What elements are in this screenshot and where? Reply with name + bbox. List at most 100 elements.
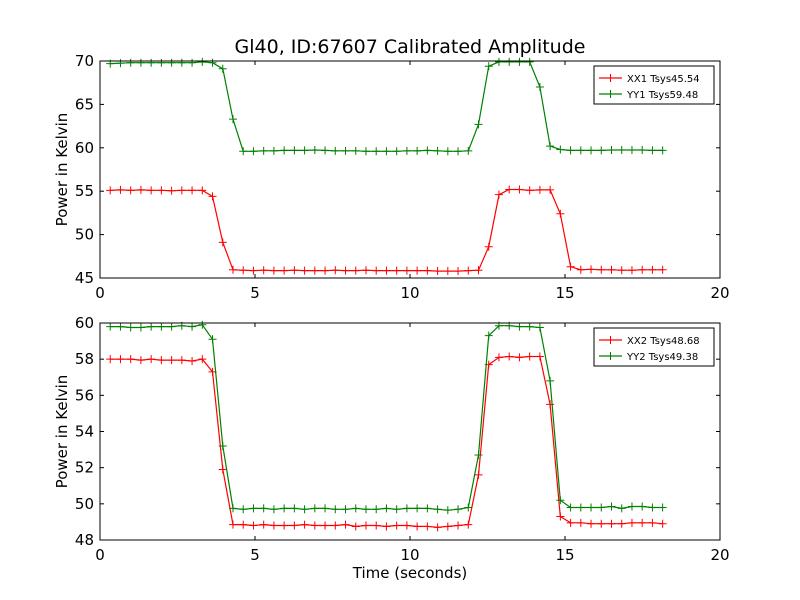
data-point [627,145,636,154]
data-point [505,57,514,66]
data-point [474,451,483,460]
data-point [638,518,647,527]
data-point [136,58,145,67]
x-tick-label: 5 [250,546,260,564]
x-tick-label: 5 [250,284,260,302]
data-point [515,322,524,331]
data-point [638,145,647,154]
data-point [392,521,401,530]
data-point [617,145,626,154]
data-point [413,266,422,275]
data-point [188,58,197,67]
legend: XX1 Tsys45.54 YY1 Tsys59.48 [593,65,715,105]
data-point [341,146,350,155]
data-point [556,496,565,505]
data-point [116,355,125,364]
legend-marker [606,336,615,344]
x-tick-label: 20 [710,546,729,564]
data-point [310,145,319,154]
data-point [474,266,483,275]
data-point [627,502,636,511]
data-point [147,322,156,331]
data-point [617,519,626,528]
data-point [464,520,473,529]
data-point [310,504,319,513]
data-point [280,146,289,155]
data-point [464,503,473,512]
data-point [566,262,575,271]
y-tick-label: 54 [75,423,94,441]
data-point [218,238,227,247]
data-point [290,146,299,155]
data-point [597,519,606,528]
data-point [269,266,278,275]
y-tick-label: 52 [75,459,94,477]
data-point [351,266,360,275]
data-point [147,58,156,67]
data-point [413,504,422,513]
data-point [535,352,544,361]
y-tick-label: 65 [75,95,94,113]
data-point [188,322,197,331]
plot-panel-2: 0 5 10 15 20 48 50 52 54 56 58 60 Power in Kelvin XX2… [53,314,730,564]
data-point [658,503,667,512]
data-point [413,522,422,531]
legend-marker [606,352,615,360]
data-point [361,266,370,275]
data-point [126,186,135,195]
y-tick-label: 55 [75,182,94,200]
data-point [474,470,483,479]
data-point [321,146,330,155]
data-point [331,146,340,155]
data-point [331,266,340,275]
data-point [341,505,350,514]
data-point [505,185,514,194]
data-point [566,146,575,155]
y-tick-label: 45 [75,269,94,287]
data-point [392,505,401,514]
legend-label: XX1 Tsys45.54 [627,74,700,85]
data-point [627,518,636,527]
data-point [157,356,166,365]
data-point [535,83,544,92]
data-point [494,190,503,199]
data-point [351,146,360,155]
data-point [157,322,166,331]
data-point [300,266,309,275]
data-point [239,147,248,156]
data-point [280,504,289,513]
data-point [566,503,575,512]
data-point [382,147,391,156]
data-point [351,522,360,531]
data-point [157,58,166,67]
data-point [484,62,493,71]
data-point [136,185,145,194]
data-point [208,58,217,67]
data-point [177,356,186,365]
legend-label: YY2 Tsys49.38 [626,352,698,363]
data-point [321,504,330,513]
data-point [321,521,330,530]
data-point [126,323,135,332]
data-point [597,146,606,155]
data-point [658,146,667,155]
data-point [280,521,289,530]
data-point [546,142,555,151]
data-point [597,503,606,512]
data-point [433,267,442,276]
data-point [454,147,463,156]
legend-marker [606,74,615,82]
data-point [402,146,411,155]
data-point [546,185,555,194]
data-point [249,147,258,156]
data-point [198,355,207,364]
legend: XX2 Tsys48.68 YY2 Tsys49.38 [593,327,715,367]
plot-panel-1: 0 5 10 15 20 45 50 55 60 65 70 Power in Kelvin XX1 T… [53,52,730,302]
data-point [648,265,657,274]
data-point [351,504,360,513]
data-point [228,504,237,513]
data-point [361,521,370,530]
x-tick-label: 0 [95,284,105,302]
data-point [587,503,596,512]
data-point [259,504,268,513]
